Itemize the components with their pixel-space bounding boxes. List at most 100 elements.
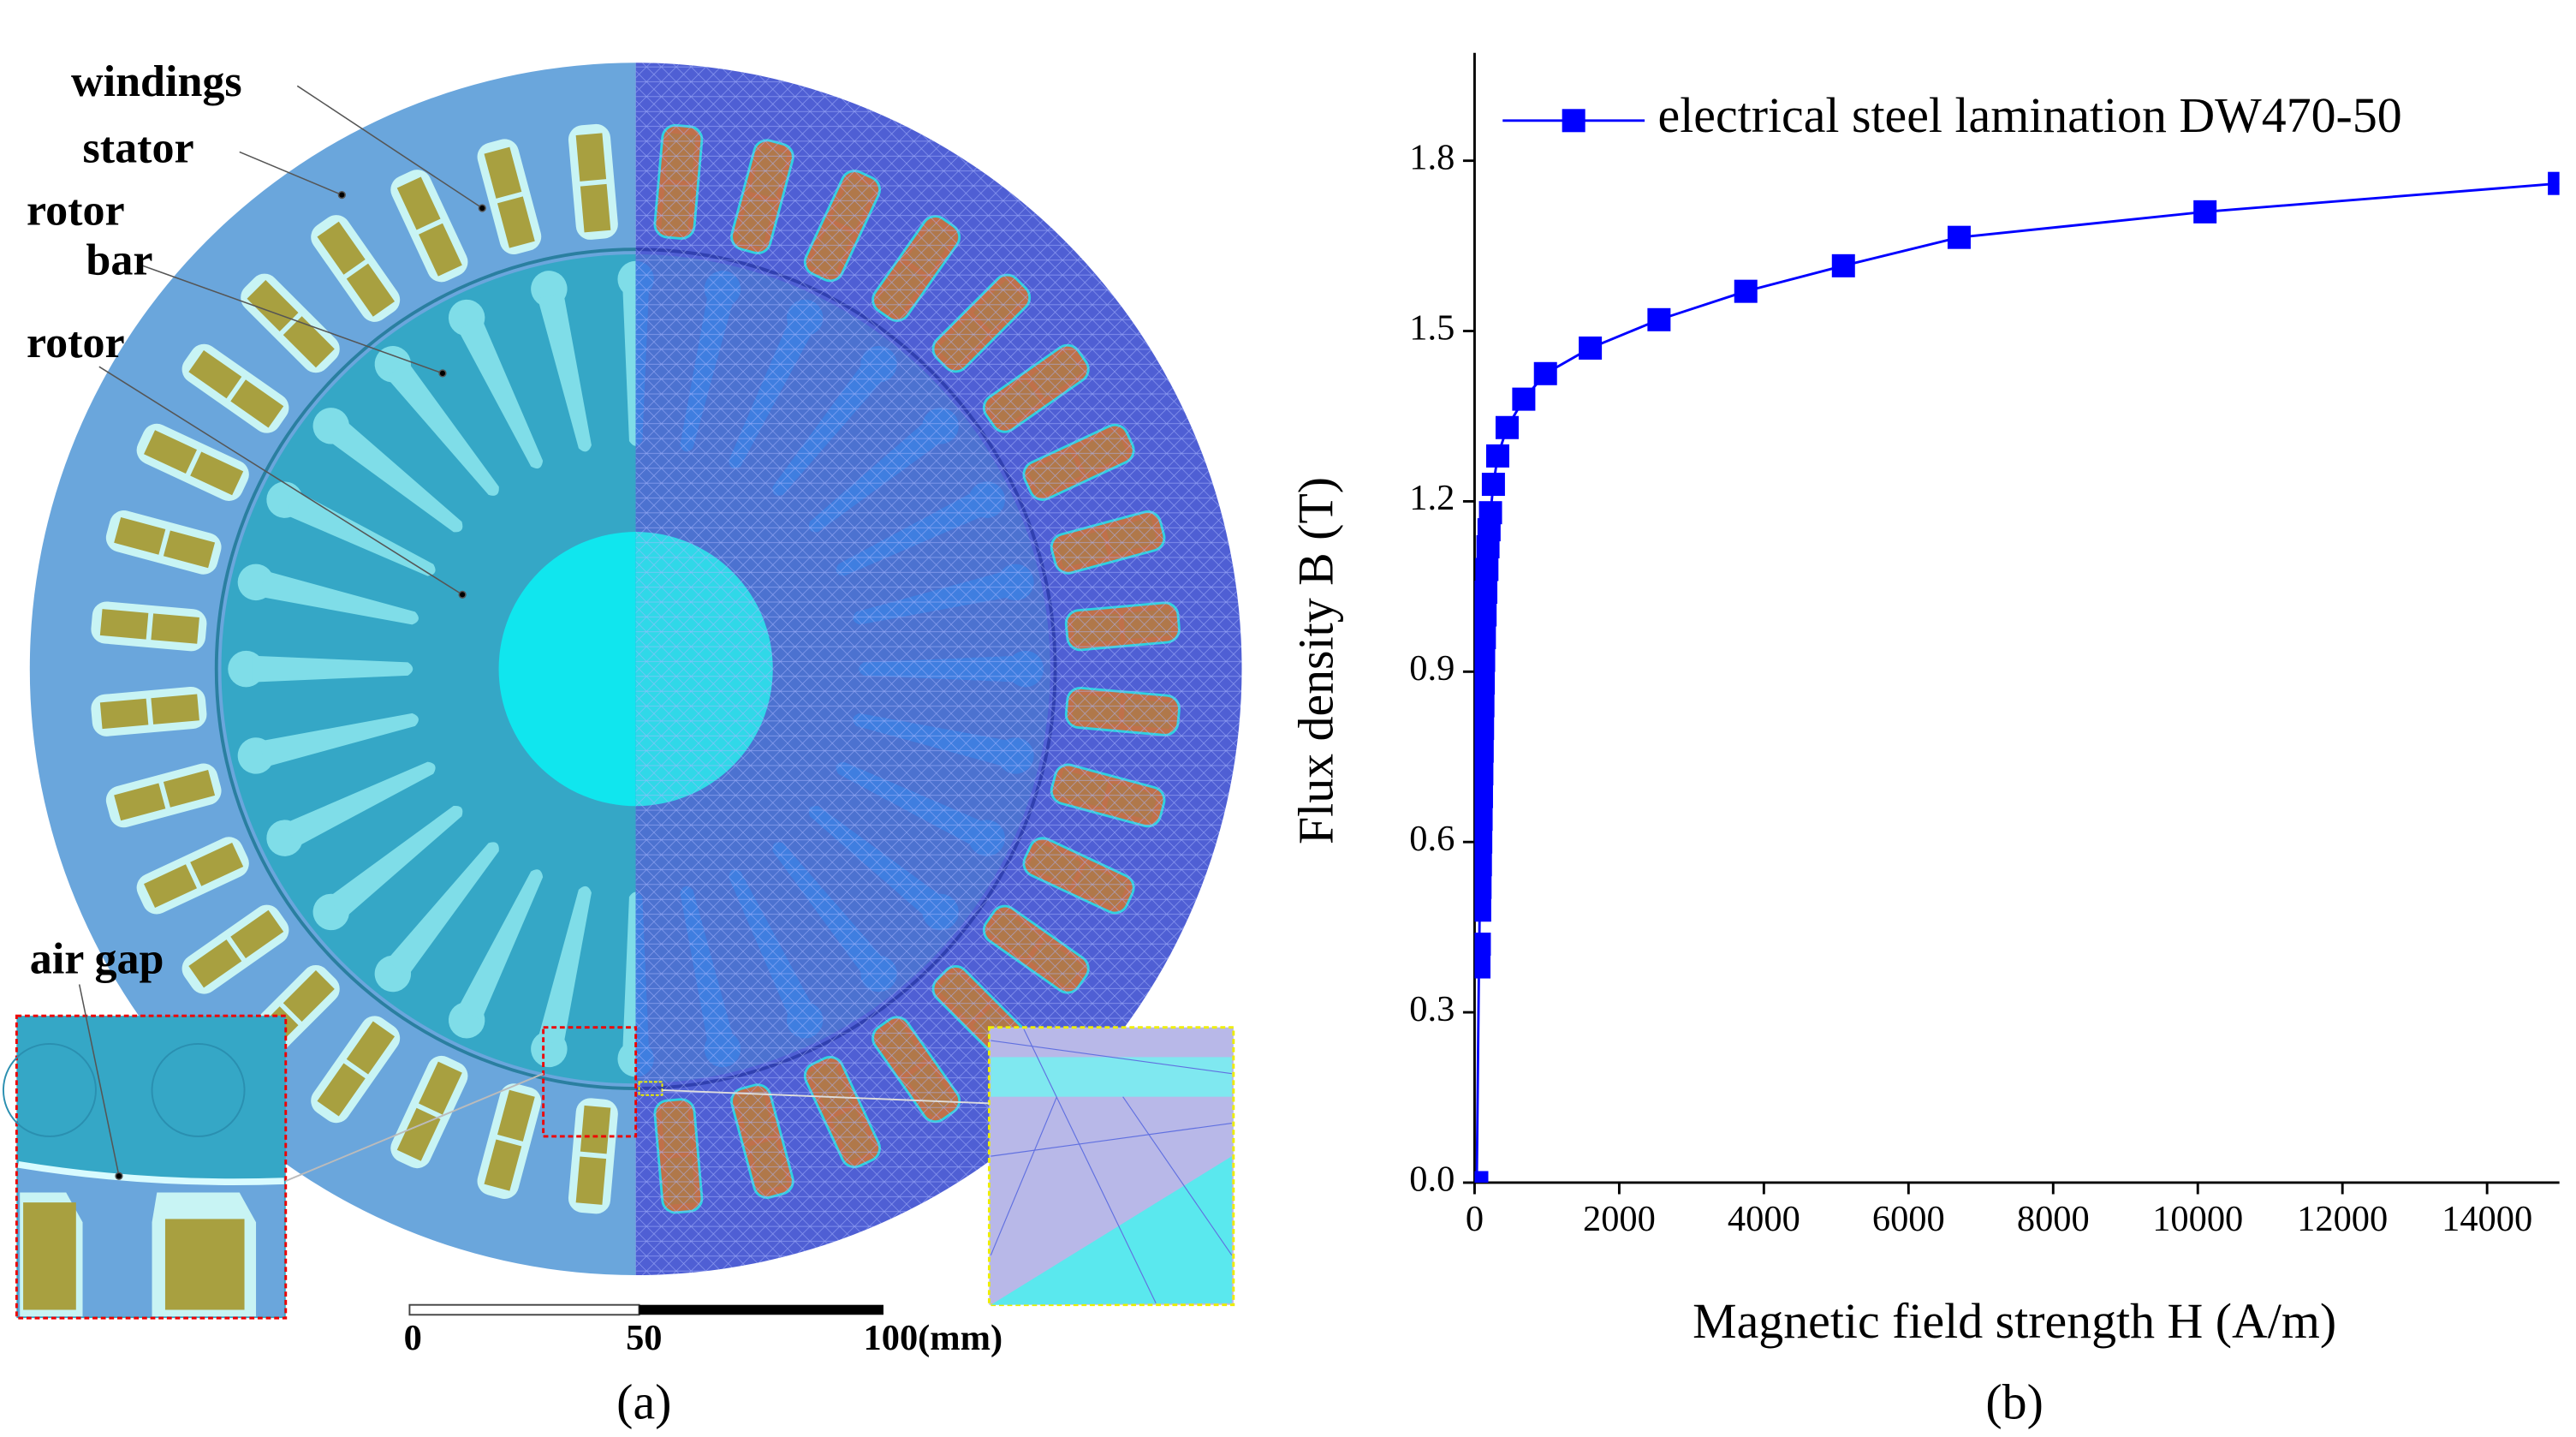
caption: (a) <box>616 1374 671 1430</box>
rotor-bar <box>531 885 592 1068</box>
data-point <box>1831 253 1855 277</box>
machine-mesh <box>635 63 1242 1275</box>
bar-body <box>328 805 463 919</box>
leader-lines <box>78 85 486 1180</box>
data-point <box>1474 784 1493 808</box>
x-tick-label: 12000 <box>2297 1199 2388 1239</box>
x-tick-label: 14000 <box>2442 1199 2532 1239</box>
legend-marker <box>1562 109 1585 133</box>
legend-label: electrical steel lamination DW470-50 <box>1658 87 2402 143</box>
mesh <box>635 63 1242 1275</box>
data-point <box>1474 955 1491 979</box>
winding <box>151 694 199 724</box>
data-point <box>1474 739 1494 763</box>
x-tick-label: 8000 <box>2017 1199 2090 1239</box>
bar-body <box>386 842 499 977</box>
winding <box>230 379 284 428</box>
stator-slot <box>568 1098 618 1214</box>
winding <box>497 196 535 248</box>
winding <box>190 451 244 496</box>
data-point <box>1478 501 1502 525</box>
winding <box>484 146 522 199</box>
data-point <box>1579 336 1603 360</box>
data-point <box>1474 648 1496 672</box>
caption: (b) <box>1985 1374 2043 1430</box>
winding <box>317 1063 366 1117</box>
data-point <box>1481 473 1505 497</box>
rotor-bar <box>266 761 436 856</box>
insets <box>2 1014 1235 1320</box>
stator-slot <box>136 423 249 501</box>
data-point <box>1474 671 1496 695</box>
rotor-bar <box>237 713 419 774</box>
winding <box>188 939 242 988</box>
data-point <box>1734 279 1758 303</box>
data-point <box>1533 361 1557 385</box>
stator-slot <box>390 170 468 283</box>
data-point <box>1474 603 1497 627</box>
y-axis-title: Flux density B (T) <box>1288 477 1343 844</box>
winding <box>346 1021 396 1075</box>
stator-slot <box>241 273 340 373</box>
data-point <box>1474 875 1492 899</box>
winding <box>190 842 244 886</box>
stator-slot <box>477 1083 542 1199</box>
bar-body <box>259 713 419 767</box>
y-tick-label: 1.5 <box>1409 307 1455 348</box>
y-tick-label: 1.8 <box>1409 137 1455 177</box>
label-stator: stator <box>83 123 194 172</box>
winding <box>99 698 149 730</box>
winding <box>230 909 284 959</box>
rotor-bar <box>617 891 636 1077</box>
data-point <box>1947 225 1971 249</box>
winding <box>580 183 611 233</box>
winding <box>114 516 166 555</box>
air-gap <box>214 247 636 1090</box>
data-point <box>1474 933 1491 957</box>
label-rotor-bar: rotor bar <box>27 187 153 285</box>
data-point <box>2193 200 2217 224</box>
data-point <box>1474 898 1491 922</box>
winding <box>144 430 198 474</box>
winding <box>396 176 441 230</box>
x-tick-label: 2000 <box>1583 1199 1656 1239</box>
rotor-bar <box>531 271 592 452</box>
winding <box>484 1139 522 1191</box>
data-point <box>1474 808 1493 832</box>
stator-slot <box>568 123 618 240</box>
bar-body <box>457 318 544 469</box>
stator-slot <box>181 904 289 994</box>
data-point <box>1485 444 1509 468</box>
x-tick-label: 6000 <box>1872 1199 1945 1239</box>
bar-body <box>622 285 636 446</box>
winding <box>575 133 607 182</box>
data-point <box>1495 415 1519 439</box>
winding <box>283 316 335 368</box>
winding <box>317 221 366 275</box>
x-tick-label: 4000 <box>1728 1199 1800 1239</box>
scale-label: 0 <box>404 1318 422 1358</box>
shaft <box>498 532 636 807</box>
bar-body <box>538 885 592 1046</box>
winding <box>247 279 299 331</box>
winding <box>419 1061 462 1115</box>
data-point <box>1474 762 1494 786</box>
data-point <box>1474 694 1495 718</box>
winding <box>188 349 242 399</box>
plot-area <box>1474 171 2560 1183</box>
winding <box>163 530 216 569</box>
rotor-bar <box>374 346 499 496</box>
rotor-bar <box>448 869 544 1039</box>
label-windings: windings <box>71 57 242 106</box>
stator-slot <box>91 601 207 652</box>
winding <box>283 970 335 1023</box>
rotor-bar <box>312 805 463 931</box>
y-tick-label: 0.0 <box>1409 1160 1455 1200</box>
bar-body <box>328 420 463 533</box>
bar-body <box>259 570 419 625</box>
scale-label: 100(mm) <box>864 1318 1003 1358</box>
stator-slot <box>311 1016 401 1124</box>
winding <box>575 1156 607 1205</box>
rotor-bar <box>448 299 544 469</box>
